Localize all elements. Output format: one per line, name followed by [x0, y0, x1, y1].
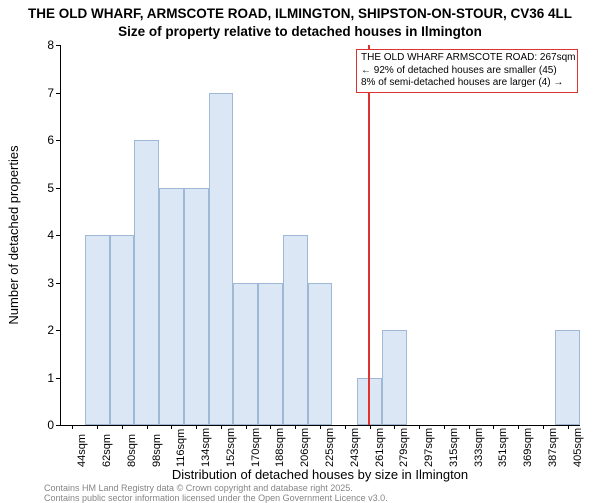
y-tick-mark: [56, 283, 60, 284]
y-tick-mark: [56, 425, 60, 426]
y-tick-label: 3: [34, 276, 54, 290]
histogram-bar: [110, 235, 135, 425]
footer-line-2: Contains public sector information licen…: [44, 493, 388, 503]
x-tick-label: 261sqm: [374, 428, 386, 467]
x-tick-label: 279sqm: [398, 428, 410, 467]
y-tick-mark: [56, 93, 60, 94]
x-tick-label: 206sqm: [299, 428, 311, 467]
histogram-bar: [85, 235, 110, 425]
x-tick-label: 369sqm: [522, 428, 534, 467]
y-tick-label: 4: [34, 228, 54, 242]
x-tick-label: 134sqm: [200, 428, 212, 467]
x-tick-label: 387sqm: [547, 428, 559, 467]
y-tick-mark: [56, 330, 60, 331]
footer-line-1: Contains HM Land Registry data © Crown c…: [44, 483, 353, 493]
x-tick-label: 62sqm: [101, 434, 113, 467]
x-tick-mark: [72, 425, 73, 429]
y-axis-label: Number of detached properties: [6, 145, 21, 324]
x-tick-label: 405sqm: [572, 428, 584, 467]
histogram-bar: [184, 188, 209, 426]
x-tick-label: 170sqm: [250, 428, 262, 467]
annotation-box: THE OLD WHARF ARMSCOTE ROAD: 267sqm ← 92…: [356, 49, 578, 93]
y-tick-label: 5: [34, 181, 54, 195]
x-tick-mark: [469, 425, 470, 429]
chart-title-line2: Size of property relative to detached ho…: [0, 24, 600, 39]
x-tick-mark: [122, 425, 123, 429]
histogram-bar: [555, 330, 580, 425]
histogram-bar: [159, 188, 184, 426]
y-tick-label: 6: [34, 133, 54, 147]
annotation-line-2: ← 92% of detached houses are smaller (45…: [361, 65, 573, 78]
x-tick-label: 116sqm: [175, 429, 187, 467]
chart-title-line1: THE OLD WHARF, ARMSCOTE ROAD, ILMINGTON,…: [0, 6, 600, 21]
x-tick-mark: [147, 425, 148, 429]
x-tick-mark: [345, 425, 346, 429]
x-tick-label: 333sqm: [473, 428, 485, 467]
annotation-line-1: THE OLD WHARF ARMSCOTE ROAD: 267sqm: [361, 52, 573, 65]
x-tick-mark: [320, 425, 321, 429]
x-tick-mark: [196, 425, 197, 429]
y-tick-mark: [56, 378, 60, 379]
y-tick-mark: [56, 45, 60, 46]
y-tick-label: 8: [34, 38, 54, 52]
x-tick-mark: [246, 425, 247, 429]
x-tick-mark: [221, 425, 222, 429]
x-tick-label: 315sqm: [448, 428, 460, 467]
x-tick-mark: [171, 425, 172, 429]
plot-area: THE OLD WHARF ARMSCOTE ROAD: 267sqm ← 92…: [60, 45, 580, 425]
y-tick-mark: [56, 235, 60, 236]
x-tick-label: 225sqm: [324, 428, 336, 467]
annotation-line-3: 8% of semi-detached houses are larger (4…: [361, 77, 573, 90]
x-axis-label: Distribution of detached houses by size …: [60, 467, 580, 482]
x-tick-mark: [97, 425, 98, 429]
x-tick-mark: [394, 425, 395, 429]
x-tick-mark: [419, 425, 420, 429]
x-tick-mark: [493, 425, 494, 429]
histogram-bar: [209, 93, 234, 426]
x-tick-mark: [568, 425, 569, 429]
x-tick-label: 297sqm: [423, 428, 435, 467]
y-tick-label: 2: [34, 323, 54, 337]
x-tick-mark: [370, 425, 371, 429]
histogram-bar: [382, 330, 407, 425]
x-tick-label: 188sqm: [274, 428, 286, 467]
x-tick-mark: [295, 425, 296, 429]
x-tick-mark: [444, 425, 445, 429]
y-tick-label: 7: [34, 86, 54, 100]
x-tick-label: 351sqm: [497, 428, 509, 467]
y-tick-label: 1: [34, 371, 54, 385]
histogram-bar: [258, 283, 283, 426]
histogram-bar: [233, 283, 258, 426]
y-axis-line: [60, 45, 61, 425]
x-tick-label: 98sqm: [151, 434, 163, 467]
y-tick-label: 0: [34, 418, 54, 432]
x-tick-mark: [543, 425, 544, 429]
x-tick-mark: [270, 425, 271, 429]
chart-container: THE OLD WHARF, ARMSCOTE ROAD, ILMINGTON,…: [0, 0, 600, 500]
histogram-bar: [308, 283, 333, 426]
histogram-bar: [134, 140, 159, 425]
x-tick-mark: [518, 425, 519, 429]
x-tick-label: 243sqm: [349, 428, 361, 467]
y-tick-mark: [56, 140, 60, 141]
y-tick-mark: [56, 188, 60, 189]
x-tick-label: 44sqm: [76, 434, 88, 467]
histogram-bar: [283, 235, 308, 425]
x-tick-label: 152sqm: [225, 428, 237, 467]
property-marker-line: [368, 45, 370, 425]
x-tick-label: 80sqm: [126, 434, 138, 467]
